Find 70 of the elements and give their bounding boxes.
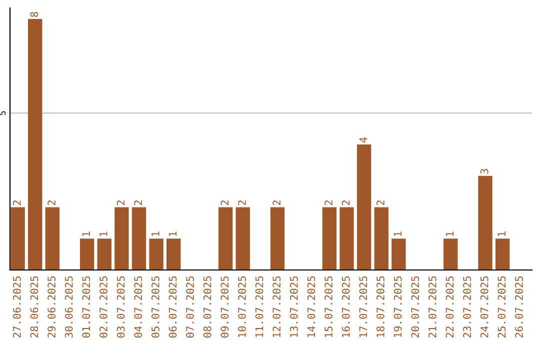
x-tick-label: 15.07.2025 xyxy=(324,276,332,338)
x-tick-label: 13.07.2025 xyxy=(290,276,298,338)
x-tick-label: 26.07.2025 xyxy=(515,276,523,338)
data-label: 3 xyxy=(480,168,488,174)
bar xyxy=(149,238,164,270)
data-label: 4 xyxy=(359,137,367,143)
data-label: 2 xyxy=(134,200,142,206)
data-label: 2 xyxy=(12,200,21,206)
x-tick-label: 20.07.2025 xyxy=(411,276,420,338)
bar xyxy=(166,238,181,270)
data-label: 2 xyxy=(376,200,384,206)
bar xyxy=(340,207,354,270)
data-label: 2 xyxy=(116,200,125,206)
data-label: 2 xyxy=(48,200,56,206)
bar xyxy=(236,207,250,270)
x-tick-label: 14.07.2025 xyxy=(307,276,316,338)
x-tick-label: 22.07.2025 xyxy=(446,276,454,338)
bar xyxy=(28,18,42,270)
data-label: 1 xyxy=(152,232,160,236)
x-tick-label: 21.07.2025 xyxy=(428,276,436,338)
data-label: 8 xyxy=(30,12,38,17)
bar xyxy=(132,207,146,270)
x-tick-label: 04.07.2025 xyxy=(134,276,142,338)
x-tick-label: 12.07.2025 xyxy=(272,276,281,338)
data-label: 1 xyxy=(446,232,454,236)
x-tick-label: 19.07.2025 xyxy=(394,276,402,338)
bar xyxy=(392,238,406,270)
x-tick-label: 17.07.2025 xyxy=(359,276,368,338)
x-tick-label: 03.07.2025 xyxy=(116,276,125,338)
data-label: 1 xyxy=(498,232,506,236)
bar xyxy=(10,207,25,270)
bar xyxy=(495,238,510,270)
x-tick-label: 29.06.2025 xyxy=(48,276,56,338)
x-tick-label: 24.07.2025 xyxy=(480,276,488,338)
bar xyxy=(322,207,337,270)
x-tick-label: 11.07.2025 xyxy=(255,276,264,338)
x-tick-label: 27.06.2025 xyxy=(12,276,21,338)
bar xyxy=(356,144,372,270)
bar xyxy=(444,238,458,270)
bar xyxy=(45,207,60,270)
x-tick-label: 05.07.2025 xyxy=(151,276,160,338)
x-tick-label: 10.07.2025 xyxy=(238,276,246,338)
data-label: 2 xyxy=(272,200,280,206)
x-tick-label: 28.06.2025 xyxy=(30,276,38,338)
x-tick-label: 18.07.2025 xyxy=(376,276,384,338)
bar xyxy=(478,176,492,270)
x-tick-label: 16.07.2025 xyxy=(342,276,350,338)
data-label: 2 xyxy=(324,200,332,206)
bar xyxy=(374,207,388,270)
bar xyxy=(114,207,129,270)
x-tick-label: 23.07.2025 xyxy=(463,276,471,338)
x-tick-label: 09.07.2025 xyxy=(220,276,229,338)
bar xyxy=(97,238,112,270)
x-tick-label: 30.06.2025 xyxy=(64,276,73,338)
x-tick-label: 08.07.2025 xyxy=(203,276,212,338)
bar xyxy=(270,207,285,270)
x-tick-label: 02.07.2025 xyxy=(100,276,108,338)
x-tick-label: 25.07.2025 xyxy=(498,276,506,338)
x-tick-label: 07.07.2025 xyxy=(186,276,194,338)
data-label: 1 xyxy=(82,232,90,236)
bar xyxy=(218,207,233,270)
bar xyxy=(80,238,94,270)
data-label: 1 xyxy=(100,232,108,236)
x-tick-label: 06.07.2025 xyxy=(168,276,177,338)
data-label: 1 xyxy=(168,232,177,236)
data-label: 2 xyxy=(342,200,350,206)
data-label: 1 xyxy=(394,232,402,236)
data-label: 2 xyxy=(238,200,246,206)
data-label: 2 xyxy=(220,200,228,206)
x-tick-label: 01.07.2025 xyxy=(82,276,90,338)
